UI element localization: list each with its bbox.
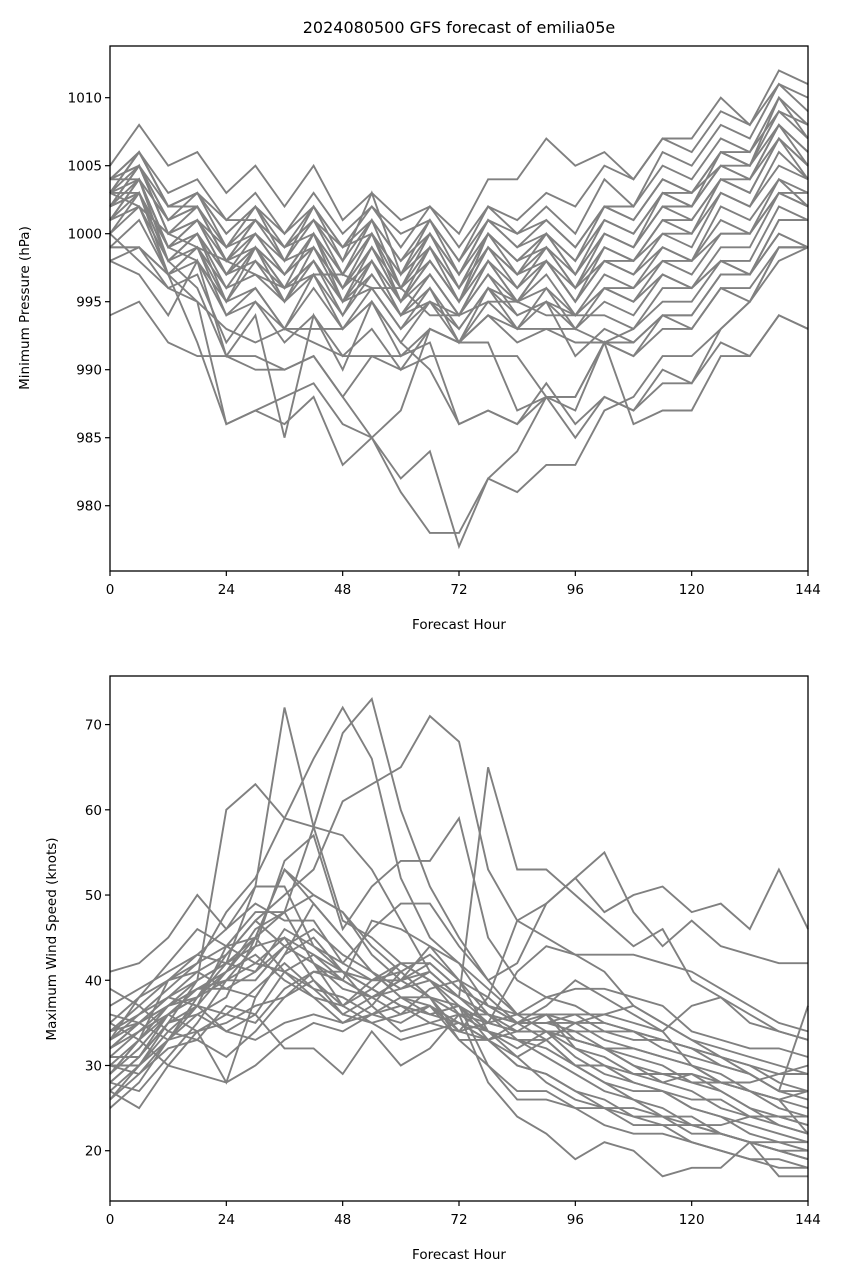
wind-series-line <box>109 850 808 1024</box>
wind-x-tick-label: 96 <box>567 1212 584 1228</box>
pressure-x-tick-label: 0 <box>106 582 115 598</box>
wind-x-tick-label: 120 <box>679 1212 705 1228</box>
pressure-series-line <box>109 95 809 277</box>
wind-series-line <box>109 927 809 1093</box>
wind-series-line <box>109 1004 808 1178</box>
pressure-y-tick-label: 985 <box>76 431 102 447</box>
wind-y-tick-label: 70 <box>85 718 102 734</box>
wind-y-tick-label: 50 <box>85 888 102 904</box>
pressure-x-tick-label: 120 <box>679 582 705 598</box>
pressure-series-line <box>110 178 808 438</box>
pressure-y-axis: 980 985 990 995 1000 1005 1010 <box>68 91 110 515</box>
wind-series-line <box>109 961 809 1135</box>
wind-series-line <box>109 979 808 1169</box>
wind-x-axis-label: Forecast Hour <box>412 1247 506 1263</box>
chart-title: 2024080500 GFS forecast of emilia05e <box>303 18 616 37</box>
pressure-y-tick-label: 1010 <box>68 91 102 107</box>
wind-series-line <box>109 927 809 1127</box>
pressure-series-line <box>109 233 808 398</box>
pressure-plot-frame <box>109 45 809 572</box>
pressure-x-tick-label: 96 <box>567 582 584 598</box>
pressure-x-tick-label: 24 <box>218 582 235 598</box>
pressure-y-tick-label: 1000 <box>68 227 102 243</box>
wind-x-tick-label: 72 <box>450 1212 467 1228</box>
pressure-x-tick-label: 48 <box>334 582 351 598</box>
pressure-x-axis: 0 24 48 72 96 120 144 <box>106 571 821 598</box>
wind-y-axis: 20 30 40 50 60 70 <box>85 718 110 1160</box>
pressure-y-tick-label: 995 <box>76 295 102 311</box>
wind-x-tick-label: 144 <box>795 1212 821 1228</box>
pressure-panel: 0 24 48 72 96 120 144 980 985 990 995 1000 1005 1010… <box>17 45 821 633</box>
pressure-y-tick-label: 990 <box>76 363 102 379</box>
wind-series-line <box>109 705 808 1152</box>
pressure-series-line <box>109 136 809 304</box>
wind-y-tick-label: 30 <box>85 1058 102 1074</box>
wind-series-layer <box>109 696 809 1178</box>
pressure-series-line <box>109 69 809 236</box>
wind-x-tick-label: 24 <box>218 1212 235 1228</box>
pressure-series-layer <box>109 69 809 550</box>
pressure-x-tick-label: 72 <box>450 582 467 598</box>
pressure-series-line <box>109 192 809 467</box>
wind-panel: 0 24 48 72 96 120 144 20 30 40 50 60 70 Forecast Ho… <box>44 675 821 1263</box>
wind-series-line <box>109 936 809 1127</box>
wind-y-axis-label: Maximum Wind Speed (knots) <box>44 837 60 1040</box>
wind-x-tick-label: 48 <box>334 1212 351 1228</box>
pressure-y-axis-label: Minimum Pressure (hPa) <box>17 226 33 390</box>
pressure-y-tick-label: 1005 <box>68 159 102 175</box>
wind-series-line <box>109 945 809 1118</box>
pressure-x-axis-label: Forecast Hour <box>412 617 506 633</box>
wind-series-line <box>109 696 809 1144</box>
wind-x-tick-label: 0 <box>106 1212 115 1228</box>
pressure-series-line <box>109 82 809 249</box>
wind-y-tick-label: 20 <box>85 1144 102 1160</box>
wind-x-axis: 0 24 48 72 96 120 144 <box>106 1201 821 1228</box>
wind-y-tick-label: 40 <box>85 973 102 989</box>
pressure-y-tick-label: 980 <box>76 499 102 515</box>
pressure-x-tick-label: 144 <box>795 582 821 598</box>
wind-y-tick-label: 60 <box>85 803 102 819</box>
